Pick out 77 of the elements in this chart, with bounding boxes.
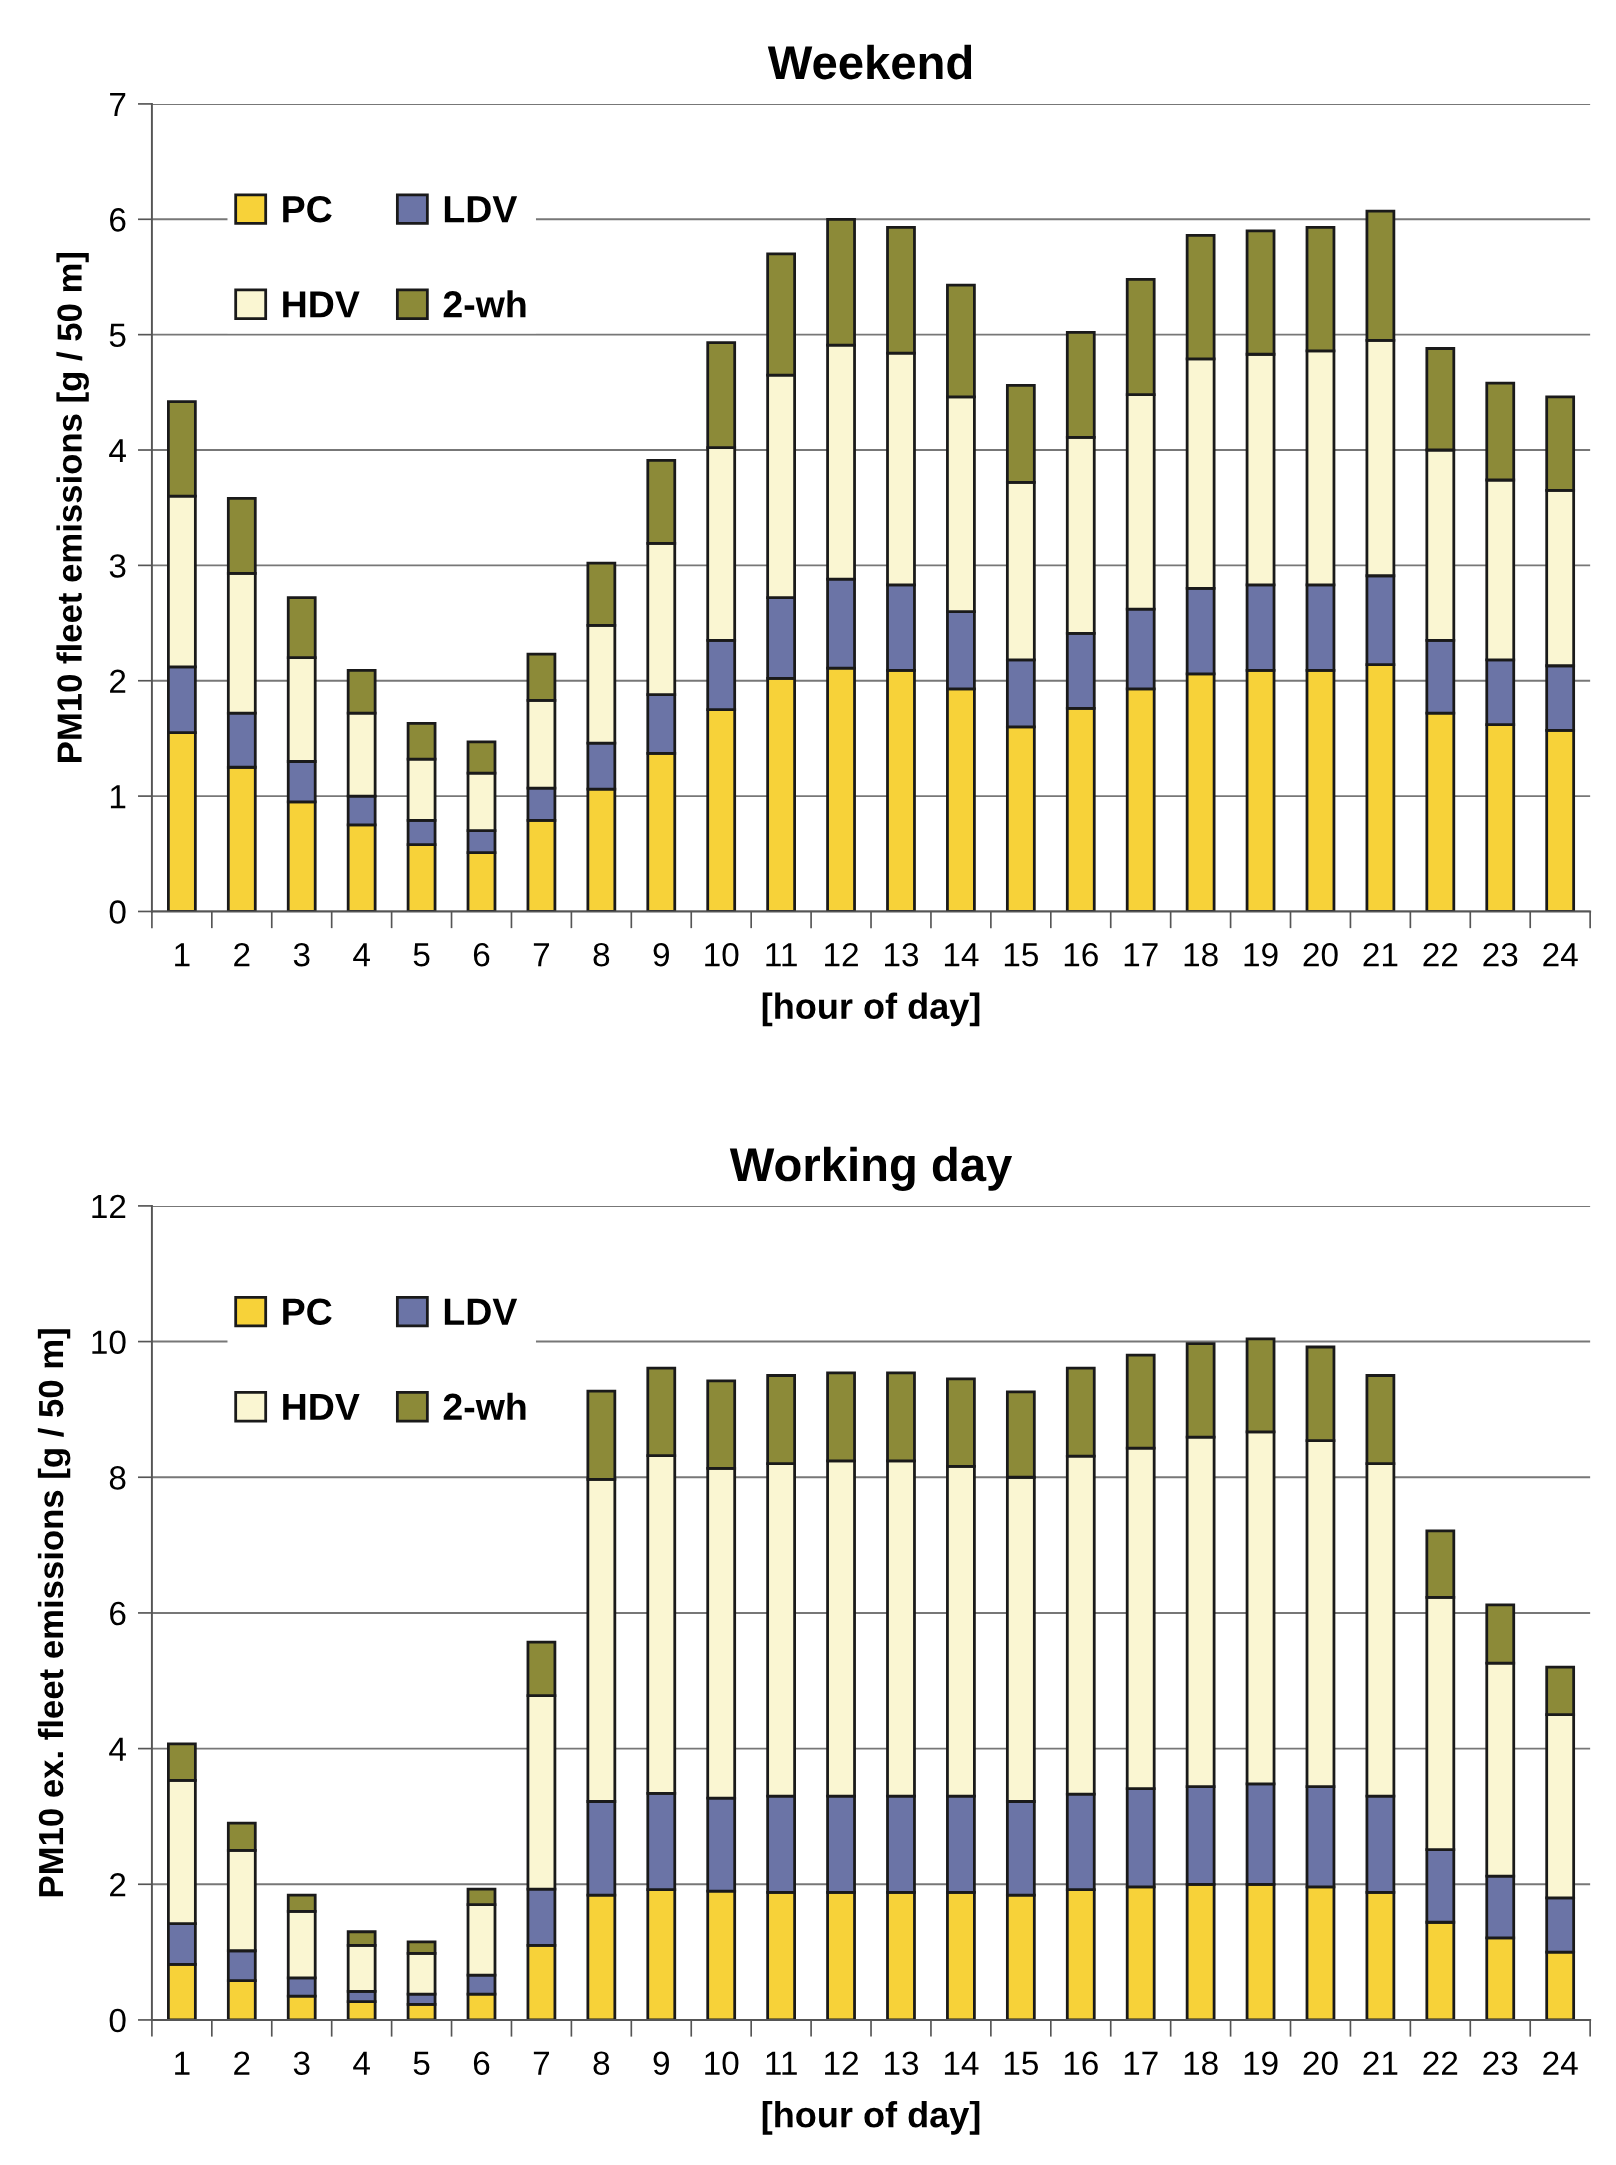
chart-title: Working day: [729, 1146, 1013, 1191]
y-tick-label: 10: [92, 1330, 126, 1354]
x-axis-title: [hour of day]: [762, 2101, 980, 2135]
legend-label: 2-wh: [443, 290, 526, 318]
y-tick-label: 2: [110, 1873, 126, 1897]
legend-label: PC: [283, 1298, 332, 1326]
x-tick-label: 23: [1483, 942, 1518, 967]
x-tick-label: 13: [884, 2051, 919, 2075]
chart-title: Weekend: [767, 44, 972, 80]
x-tick-label: 11: [766, 943, 797, 967]
x-tick-label: 3: [293, 2051, 310, 2075]
y-tick-label: 0: [109, 2008, 126, 2033]
x-tick-label: 6: [473, 2051, 490, 2075]
x-tick-label: 5: [413, 943, 430, 967]
x-tick-label: 12: [825, 2051, 858, 2075]
x-tick-label: 4: [353, 2051, 370, 2075]
x-tick-label: 17: [1124, 2051, 1158, 2075]
legend-label: PC: [283, 195, 332, 223]
x-tick-label: 9: [653, 942, 669, 967]
y-tick-label: 6: [110, 208, 126, 232]
y-tick-label: 1: [110, 785, 126, 809]
x-tick-label: 21: [1363, 2051, 1398, 2075]
x-axis-title: [hour of day]: [762, 992, 980, 1027]
x-tick-label: 1: [175, 2051, 190, 2075]
x-tick-label: 18: [1184, 2051, 1218, 2075]
x-tick-label: 8: [593, 2051, 610, 2075]
x-tick-label: 13: [884, 942, 919, 967]
y-tick-label: 6: [110, 1601, 126, 1626]
y-tick-label: 0: [109, 900, 126, 924]
y-tick-label: 3: [109, 554, 126, 578]
x-tick-label: 20: [1303, 942, 1338, 967]
x-tick-label: 15: [1004, 943, 1038, 967]
legend-label: HDV: [283, 1394, 360, 1420]
y-axis-title: PM10 fleet emissions [g / 50 m]: [56, 252, 89, 762]
y-tick-label: 12: [92, 1194, 126, 1218]
x-tick-label: 22: [1423, 2051, 1458, 2075]
y-axis-title: PM10 ex. fleet emissions [g / 50 m]: [37, 1329, 71, 1897]
x-tick-label: 9: [653, 2051, 669, 2075]
x-tick-label: 14: [944, 2051, 979, 2075]
x-tick-label: 17: [1124, 943, 1158, 967]
x-tick-label: 24: [1543, 942, 1578, 967]
x-tick-label: 16: [1064, 2051, 1098, 2075]
x-tick-label: 6: [473, 942, 490, 967]
x-tick-label: 15: [1004, 2051, 1038, 2075]
x-tick-label: 11: [766, 2051, 797, 2075]
y-tick-label: 2: [110, 669, 126, 693]
x-tick-label: 19: [1244, 942, 1278, 967]
x-tick-label: 8: [593, 942, 610, 967]
x-tick-label: 2: [234, 2051, 250, 2075]
x-tick-label: 7: [533, 943, 550, 967]
x-tick-label: 7: [533, 2051, 550, 2075]
x-tick-label: 1: [175, 943, 190, 967]
x-tick-label: 22: [1423, 942, 1458, 967]
x-tick-label: 24: [1543, 2051, 1578, 2075]
y-tick-label: 8: [109, 1466, 126, 1490]
y-tick-label: 7: [110, 93, 126, 116]
x-tick-label: 16: [1064, 942, 1098, 967]
x-tick-label: 23: [1483, 2051, 1518, 2075]
x-tick-label: 4: [353, 943, 370, 967]
x-tick-label: 10: [705, 942, 739, 967]
y-tick-label: 4: [109, 439, 126, 463]
legend-label: LDV: [444, 196, 518, 223]
legend-label: HDV: [283, 291, 360, 318]
x-tick-label: 20: [1303, 2051, 1338, 2075]
legend-label: LDV: [444, 1298, 518, 1325]
x-tick-label: 10: [705, 2051, 739, 2075]
x-tick-label: 14: [944, 943, 979, 967]
legend-label: 2-wh: [443, 1392, 526, 1420]
y-tick-label: 4: [109, 1737, 126, 1761]
x-tick-label: 3: [293, 942, 310, 967]
x-tick-label: 2: [234, 942, 250, 967]
x-tick-label: 5: [413, 2051, 430, 2075]
x-tick-label: 19: [1244, 2051, 1278, 2075]
y-tick-label: 5: [109, 323, 126, 348]
x-tick-label: 12: [825, 942, 858, 967]
x-tick-label: 21: [1363, 942, 1398, 967]
x-tick-label: 18: [1184, 942, 1218, 967]
